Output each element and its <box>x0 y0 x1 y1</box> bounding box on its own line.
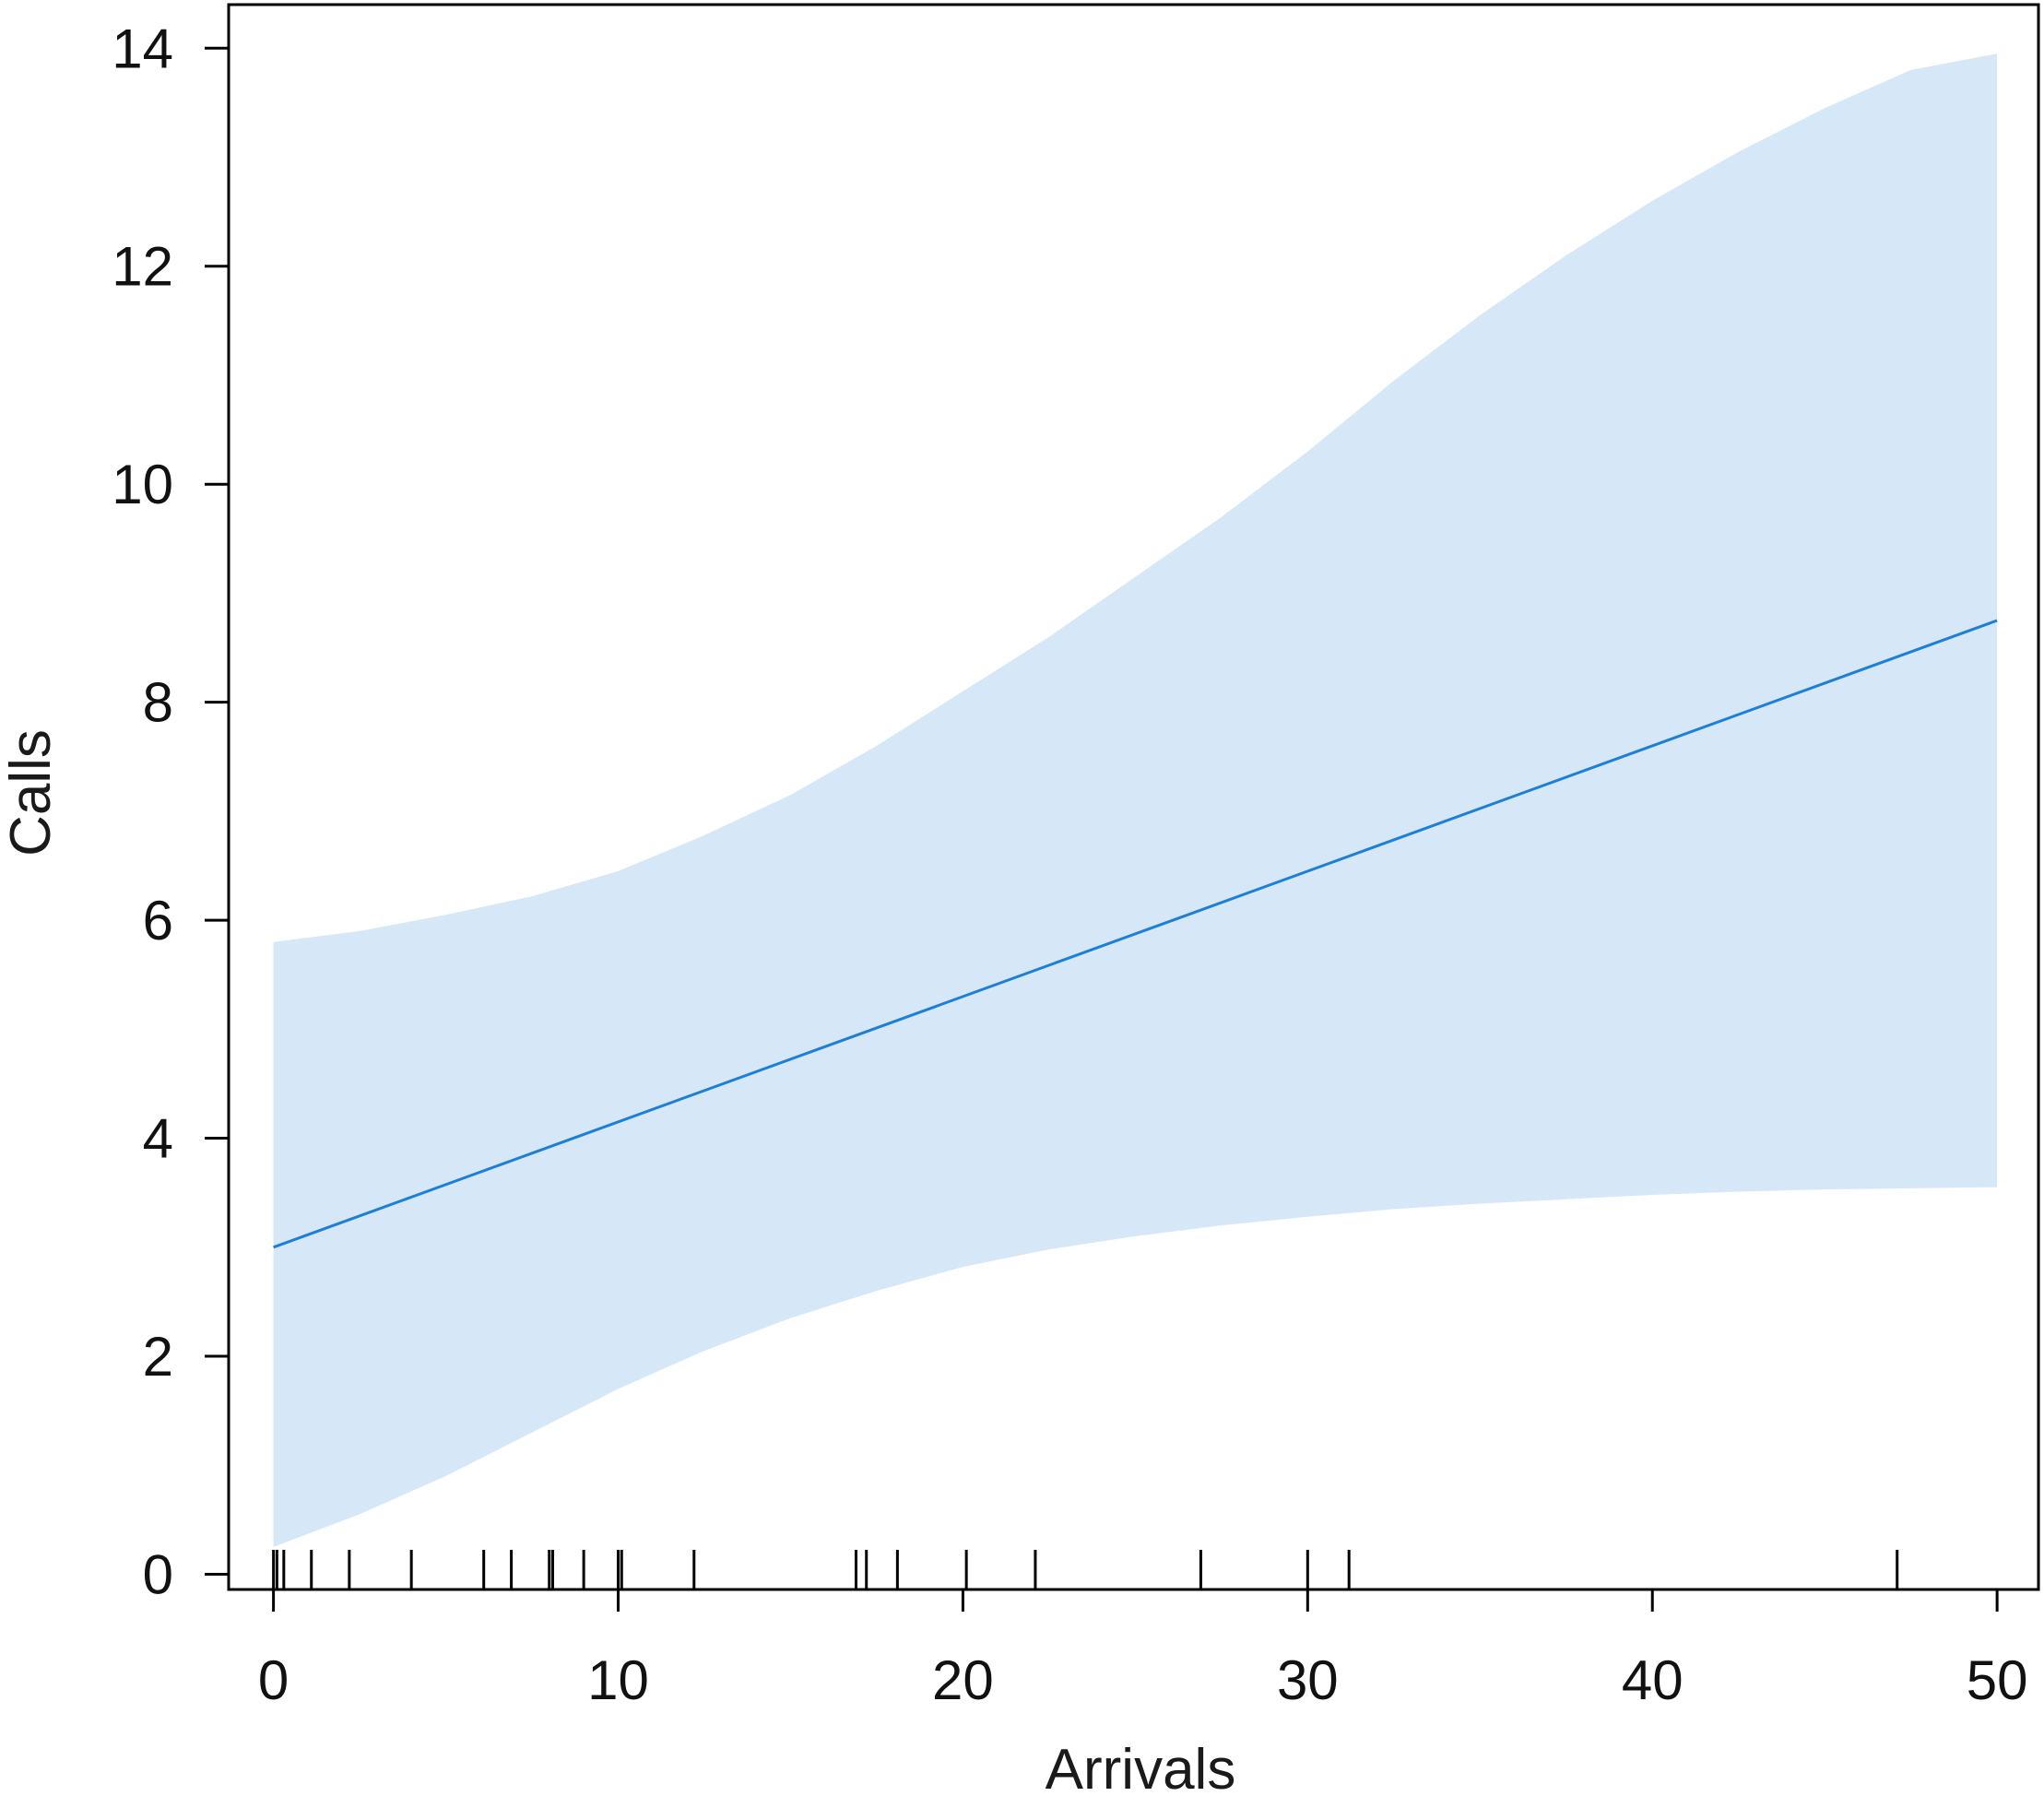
x-tick-label: 30 <box>1277 1649 1339 1711</box>
confidence-band <box>273 53 1998 1547</box>
y-axis-title: Calls <box>0 729 63 857</box>
y-tick-label: 12 <box>112 236 173 298</box>
y-tick-label: 4 <box>143 1108 173 1170</box>
plot-frame <box>227 3 2040 1591</box>
y-tick-label: 8 <box>143 672 173 734</box>
y-tick-label: 0 <box>143 1543 173 1605</box>
rug-layer <box>272 1550 1899 1589</box>
y-axis: 0 2 4 6 8 10 12 14 <box>112 18 229 1605</box>
x-axis: 0 10 20 30 40 50 <box>258 1589 2028 1711</box>
y-tick-label: 6 <box>143 890 173 951</box>
x-tick-label: 50 <box>1967 1649 2028 1711</box>
x-tick-label: 10 <box>587 1649 649 1711</box>
fit-line-layer <box>273 619 1998 1249</box>
x-tick-label: 20 <box>932 1649 994 1711</box>
y-tick-label: 2 <box>143 1326 173 1388</box>
y-tick-label: 10 <box>112 454 173 515</box>
x-axis-title: Arrivals <box>1046 1738 1236 1796</box>
y-tick-label: 14 <box>112 18 173 79</box>
x-tick-label: 40 <box>1622 1649 1684 1711</box>
confidence-band-layer <box>273 53 1998 1547</box>
x-tick-label: 0 <box>258 1649 289 1711</box>
fit-line <box>273 619 1998 1249</box>
